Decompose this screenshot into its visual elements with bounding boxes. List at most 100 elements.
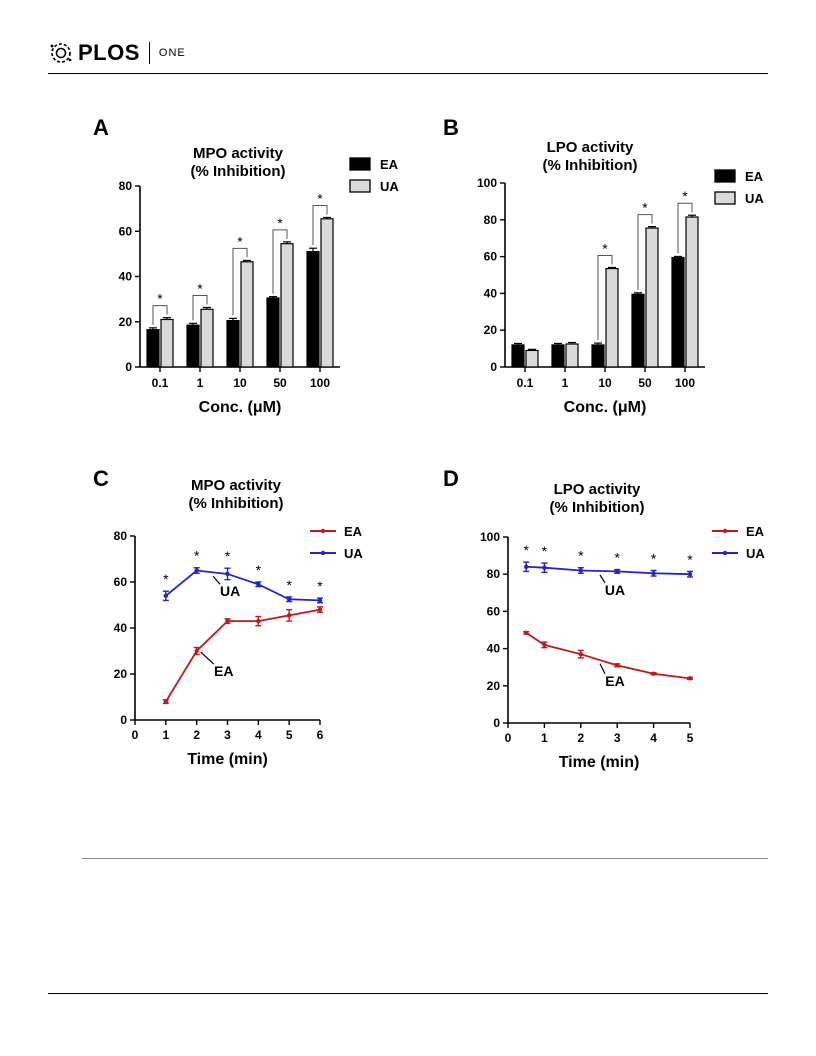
bar-UA: [280, 243, 294, 368]
chart-subtitle: (% Inhibition): [543, 157, 638, 174]
legend-label: UA: [746, 546, 765, 561]
x-tick-label: 50: [638, 376, 652, 390]
panel-D: D LPO activity(% Inhibition)020406080100T…: [443, 466, 765, 771]
header-divider: [148, 42, 150, 64]
legend-label: UA: [380, 179, 399, 194]
significance-bracket: [272, 229, 288, 294]
x-tick-label: 0: [132, 728, 139, 742]
significance-mark: *: [614, 550, 620, 566]
series-line-UA: [526, 565, 691, 576]
x-axis-label: Conc. (μM): [564, 399, 647, 416]
y-tick-label: 0: [120, 713, 127, 727]
significance-mark: *: [256, 562, 262, 578]
data-point-UA: [542, 565, 547, 570]
figure-divider: [82, 858, 768, 859]
significance-mark: *: [286, 577, 292, 593]
significance-mark: *: [602, 240, 608, 256]
x-tick-label: 50: [273, 376, 287, 390]
y-tick-label: 100: [477, 176, 497, 190]
significance-mark: *: [157, 291, 163, 307]
callout-label: EA: [214, 663, 233, 679]
significance-mark: *: [642, 200, 648, 216]
data-point-EA: [524, 630, 529, 635]
data-point-EA: [286, 613, 292, 618]
legend-swatch: [349, 157, 371, 171]
significance-mark: *: [163, 571, 169, 587]
data-point-UA: [286, 597, 292, 602]
y-tick-label: 20: [114, 667, 128, 681]
significance-mark: *: [225, 548, 231, 564]
x-tick-label: 2: [577, 731, 584, 745]
chart-subtitle: (% Inhibition): [189, 495, 284, 512]
x-tick-label: 3: [224, 728, 231, 742]
plos-logo-icon: [50, 43, 72, 63]
panel-letter: A: [93, 115, 109, 140]
significance-bracket: [232, 247, 248, 316]
data-point-UA: [317, 598, 323, 603]
x-tick-label: 5: [687, 731, 694, 745]
legend-marker: [722, 528, 728, 534]
x-tick-label: 0: [505, 731, 512, 745]
chart-title: MPO activity: [191, 477, 282, 494]
significance-bracket: [192, 294, 208, 321]
significance-mark: *: [317, 190, 323, 206]
significance-bracket: [312, 204, 328, 246]
x-tick-label: 100: [675, 376, 695, 390]
legend-marker: [320, 528, 326, 534]
bar-EA: [306, 251, 320, 368]
data-point-UA: [225, 571, 230, 577]
journal-name: ONE: [158, 47, 186, 59]
callout-line: [599, 663, 606, 675]
bar-EA: [591, 344, 605, 368]
y-tick-label: 80: [484, 213, 498, 227]
legend-marker: [320, 550, 326, 556]
significance-mark: *: [578, 548, 584, 564]
chart-title: LPO activity: [554, 481, 641, 498]
bar-EA: [671, 256, 685, 368]
bar-EA: [631, 293, 645, 368]
footer-rule: [48, 993, 768, 994]
legend-label: EA: [745, 169, 764, 184]
chart-title: LPO activity: [547, 139, 634, 156]
bar-UA: [525, 349, 539, 368]
callout-line: [200, 651, 215, 665]
bar-EA: [266, 297, 280, 368]
bar-UA: [605, 267, 619, 368]
data-point-EA: [651, 671, 656, 676]
x-tick-label: 1: [162, 728, 169, 742]
y-tick-label: 20: [484, 323, 498, 337]
legend-label: UA: [344, 546, 363, 561]
y-tick-label: 40: [484, 286, 498, 300]
significance-bracket: [597, 254, 613, 341]
y-tick-label: 20: [119, 315, 133, 329]
bar-UA: [240, 261, 254, 368]
y-tick-label: 60: [114, 575, 128, 589]
x-tick-label: 3: [614, 731, 621, 745]
data-point-EA: [194, 648, 199, 654]
panel-B: B LPO activity(% Inhibition) 0 20 40 60 80 100 C…: [443, 115, 764, 416]
data-point-UA: [524, 564, 529, 569]
chart-subtitle: (% Inhibition): [550, 499, 645, 516]
x-tick-label: 1: [197, 376, 204, 390]
bar-EA: [186, 324, 200, 368]
callout-line: [212, 575, 221, 585]
y-tick-label: 40: [114, 621, 128, 635]
series-line-UA: [165, 569, 321, 602]
bar-UA: [565, 343, 579, 368]
data-point-UA: [687, 572, 693, 577]
significance-mark: *: [317, 578, 323, 594]
data-point-UA: [194, 568, 199, 573]
legend-label: EA: [380, 157, 399, 172]
y-tick-label: 40: [487, 642, 501, 656]
significance-mark: *: [194, 548, 200, 564]
significance-bracket: [152, 305, 168, 325]
y-tick-label: 0: [490, 360, 497, 374]
legend-label: EA: [746, 524, 765, 539]
bar-UA: [320, 218, 334, 368]
data-point-EA: [542, 642, 547, 648]
data-point-EA: [578, 651, 583, 657]
callout-label: EA: [605, 673, 624, 689]
panel-letter: B: [443, 115, 459, 140]
x-axis-label: Time (min): [187, 751, 268, 768]
y-tick-label: 80: [119, 179, 133, 193]
